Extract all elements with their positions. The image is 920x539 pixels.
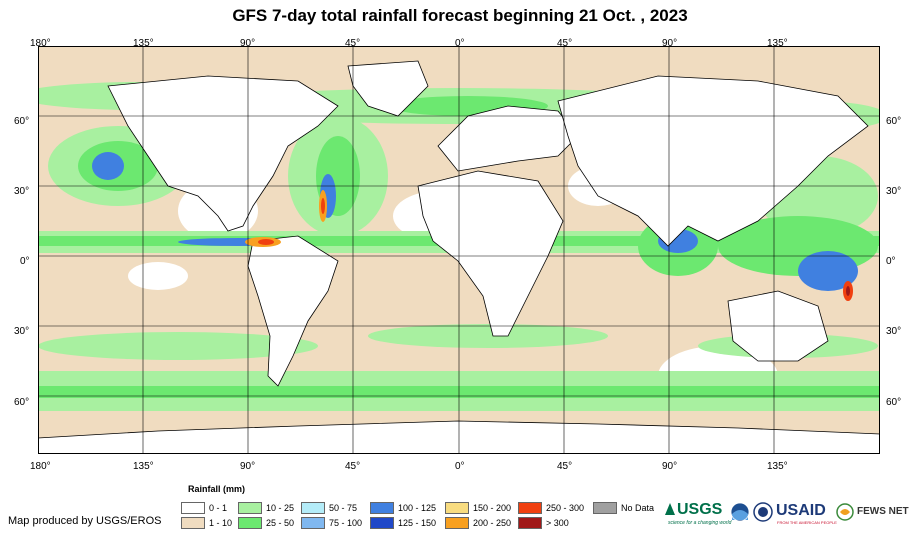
legend-swatch	[370, 517, 394, 529]
credit-text: Map produced by USGS/EROS	[8, 515, 162, 527]
legend-swatch	[181, 502, 205, 514]
legend-swatch	[445, 502, 469, 514]
legend-swatch	[518, 502, 542, 514]
lat-label-right: 60°	[886, 116, 902, 127]
legend-swatch	[370, 502, 394, 514]
lon-label-bottom: 45°	[345, 461, 361, 472]
lat-label-left: 60°	[14, 397, 30, 408]
lon-label-top: 90°	[662, 38, 678, 49]
legend-swatch	[445, 517, 469, 529]
lon-label-top: 90°	[240, 38, 256, 49]
legend-label: > 300	[546, 518, 569, 528]
legend-swatch	[518, 517, 542, 529]
lon-label-bottom: 45°	[557, 461, 573, 472]
usaid-tagline: FROM THE AMERICAN PEOPLE	[777, 520, 837, 525]
legend-swatch	[238, 517, 262, 529]
legend-label: 1 - 10	[209, 518, 233, 528]
legend-label: 0 - 1	[209, 503, 228, 513]
map-title: GFS 7-day total rainfall forecast beginn…	[232, 6, 688, 25]
fews-net-globe-icon	[836, 503, 854, 521]
legend-swatch	[593, 502, 617, 514]
legend-label: 200 - 250	[473, 518, 512, 528]
legend-swatch	[301, 502, 325, 514]
legend-label: 125 - 150	[398, 518, 437, 528]
legend-label: No Data	[621, 503, 655, 513]
lon-label-bottom: 0°	[455, 461, 465, 472]
lon-label-bottom: 135°	[133, 461, 154, 472]
legend-label: 75 - 100	[329, 518, 363, 528]
legend-label: 50 - 75	[329, 503, 358, 513]
lon-label-top: 0°	[455, 38, 465, 49]
lat-label-left: 30°	[14, 326, 30, 337]
lat-label-left: 0°	[20, 256, 30, 267]
lon-label-top: 180°	[30, 38, 51, 49]
graticule	[38, 46, 880, 454]
lon-label-bottom: 135°	[767, 461, 788, 472]
lon-label-top: 135°	[767, 38, 788, 49]
lat-label-right: 60°	[886, 397, 902, 408]
legend-label: 100 - 125	[398, 503, 437, 513]
lon-label-bottom: 180°	[30, 461, 51, 472]
legend-label: 25 - 50	[266, 518, 295, 528]
lon-label-bottom: 90°	[240, 461, 256, 472]
legend-label: 150 - 200	[473, 503, 512, 513]
legend-swatch	[301, 517, 325, 529]
lon-label-top: 135°	[133, 38, 154, 49]
lon-label-top: 45°	[345, 38, 361, 49]
extreme-rain	[245, 190, 853, 301]
usgs-logo: USGS	[665, 501, 722, 519]
legend-label: 250 - 300	[546, 503, 585, 513]
lon-label-top: 45°	[557, 38, 573, 49]
lat-label-right: 0°	[886, 256, 896, 267]
usaid-logo: USAID	[776, 502, 826, 519]
legend-title: Rainfall (mm)	[188, 484, 246, 494]
legend-label: 10 - 25	[266, 503, 295, 513]
usgs-tagline: science for a changing world	[668, 520, 732, 526]
fews-net-logo: FEWS NET	[857, 506, 909, 517]
lat-label-left: 30°	[14, 186, 30, 197]
noaa-logo-icon	[730, 502, 750, 522]
usaid-seal-icon	[753, 502, 773, 522]
rainfall-map	[38, 46, 880, 454]
legend-swatch	[181, 517, 205, 529]
lat-label-left: 60°	[14, 116, 30, 127]
lon-label-bottom: 90°	[662, 461, 678, 472]
lat-label-right: 30°	[886, 186, 902, 197]
lat-label-right: 30°	[886, 326, 902, 337]
legend-swatch	[238, 502, 262, 514]
